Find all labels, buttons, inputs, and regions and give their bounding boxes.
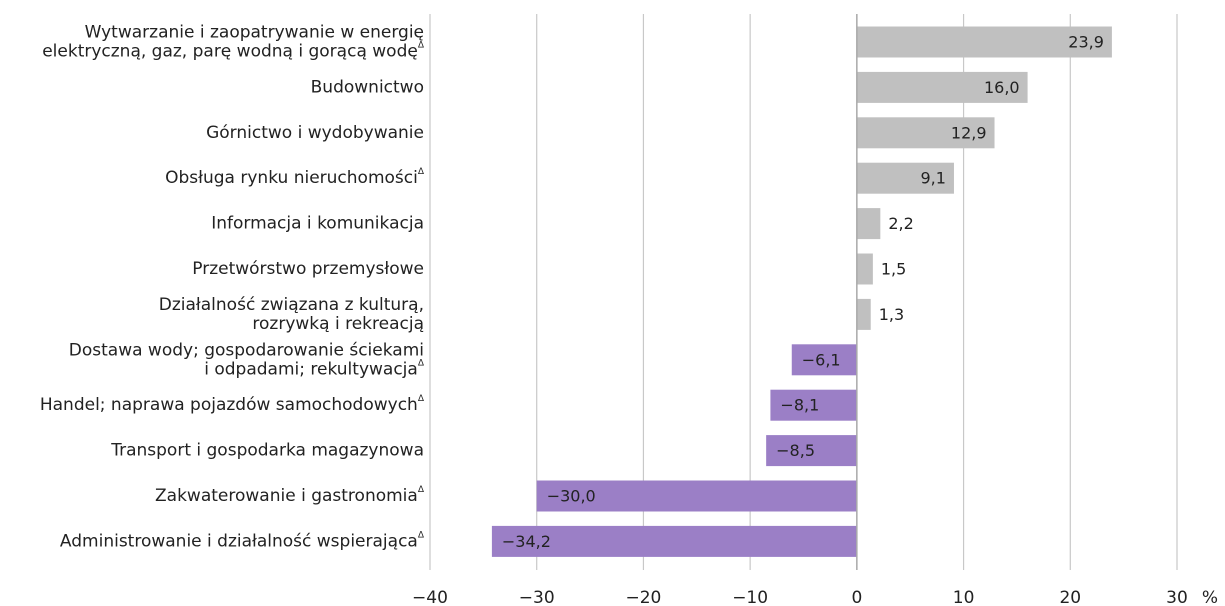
bar — [791, 344, 857, 376]
x-tick-label: 10 — [953, 588, 975, 606]
category-label: Budownictwo — [311, 77, 424, 97]
bar — [491, 525, 857, 557]
bar — [856, 26, 1112, 58]
category-line: elektryczną, gaz, parę wodną i gorącą wo… — [42, 42, 418, 62]
category-line: Zakwaterowanie i gastronomia — [155, 486, 418, 506]
category-line: rozrywką i rekreacją — [252, 314, 424, 334]
category-label: Informacja i komunikacja — [211, 214, 424, 234]
x-tick-label: 20 — [1059, 588, 1081, 606]
value-label: 23,9 — [1068, 33, 1104, 52]
value-label: −8,1 — [780, 396, 819, 415]
value-label: 12,9 — [951, 123, 987, 142]
x-tick-label: −10 — [732, 588, 768, 606]
bar — [856, 162, 954, 194]
x-tick-label: −30 — [519, 588, 555, 606]
bar — [766, 435, 857, 467]
bar — [856, 253, 873, 285]
bar — [770, 389, 857, 421]
x-unit: % — [1202, 588, 1218, 606]
value-label: 1,3 — [879, 305, 904, 324]
value-label: 9,1 — [921, 169, 946, 188]
category-mark: Δ — [418, 358, 425, 368]
x-tick-label: −20 — [625, 588, 661, 606]
category-line: Informacja i komunikacja — [211, 214, 424, 234]
category-line: Administrowanie i działalność wspierając… — [60, 531, 418, 551]
value-label: 1,5 — [881, 260, 906, 279]
category-line: Transport i gospodarka magazynowa — [110, 441, 424, 461]
category-line: i odpadami; rekultywacja — [204, 359, 418, 379]
category-line: Działalność związana z kulturą, — [159, 295, 424, 315]
category-line: Dostawa wody; gospodarowanie ściekami — [69, 340, 424, 360]
category-label: Zakwaterowanie i gastronomiaΔ — [155, 485, 425, 507]
value-label: −6,1 — [802, 350, 841, 369]
category-label: Działalność związana z kulturą, rozrywką … — [159, 295, 424, 334]
bar — [856, 117, 995, 149]
bar — [536, 480, 857, 512]
category-mark: Δ — [418, 530, 425, 540]
category-line: Górnictwo i wydobywanie — [206, 123, 424, 143]
x-tick-label: −40 — [412, 588, 448, 606]
category-label: Wytwarzanie i zaopatrywanie w energię ele… — [42, 23, 425, 62]
category-label: Dostawa wody; gospodarowanie ściekami i o… — [69, 340, 425, 379]
category-label: Przetwórstwo przemysłowe — [192, 259, 424, 279]
category-line: Wytwarzanie i zaopatrywanie w energię — [85, 23, 424, 43]
category-line: Przetwórstwo przemysłowe — [192, 259, 424, 279]
category-mark: Δ — [418, 394, 425, 404]
value-label: −8,5 — [776, 441, 815, 460]
category-label: Górnictwo i wydobywanie — [206, 123, 424, 143]
value-label: −34,2 — [502, 532, 551, 551]
bar — [856, 71, 1028, 103]
category-mark: Δ — [418, 485, 425, 495]
category-line: Obsługa rynku nieruchomości — [165, 168, 418, 188]
category-mark: Δ — [418, 40, 425, 50]
category-line: Handel; naprawa pojazdów samochodowych — [40, 395, 418, 415]
value-label: −30,0 — [547, 487, 596, 506]
category-label: Obsługa rynku nieruchomościΔ — [165, 167, 425, 189]
x-tick-label: 30 — [1166, 588, 1188, 606]
value-label: 16,0 — [984, 78, 1020, 97]
category-label: Administrowanie i działalność wspierając… — [60, 530, 425, 552]
category-line: Budownictwo — [311, 77, 424, 97]
category-label: Transport i gospodarka magazynowa — [110, 441, 424, 461]
bar — [856, 208, 881, 240]
bar — [856, 298, 871, 330]
category-mark: Δ — [418, 167, 425, 177]
category-label: Handel; naprawa pojazdów samochodowychΔ — [40, 394, 425, 416]
x-tick-label: 0 — [851, 588, 862, 606]
value-label: 2,2 — [888, 214, 913, 233]
